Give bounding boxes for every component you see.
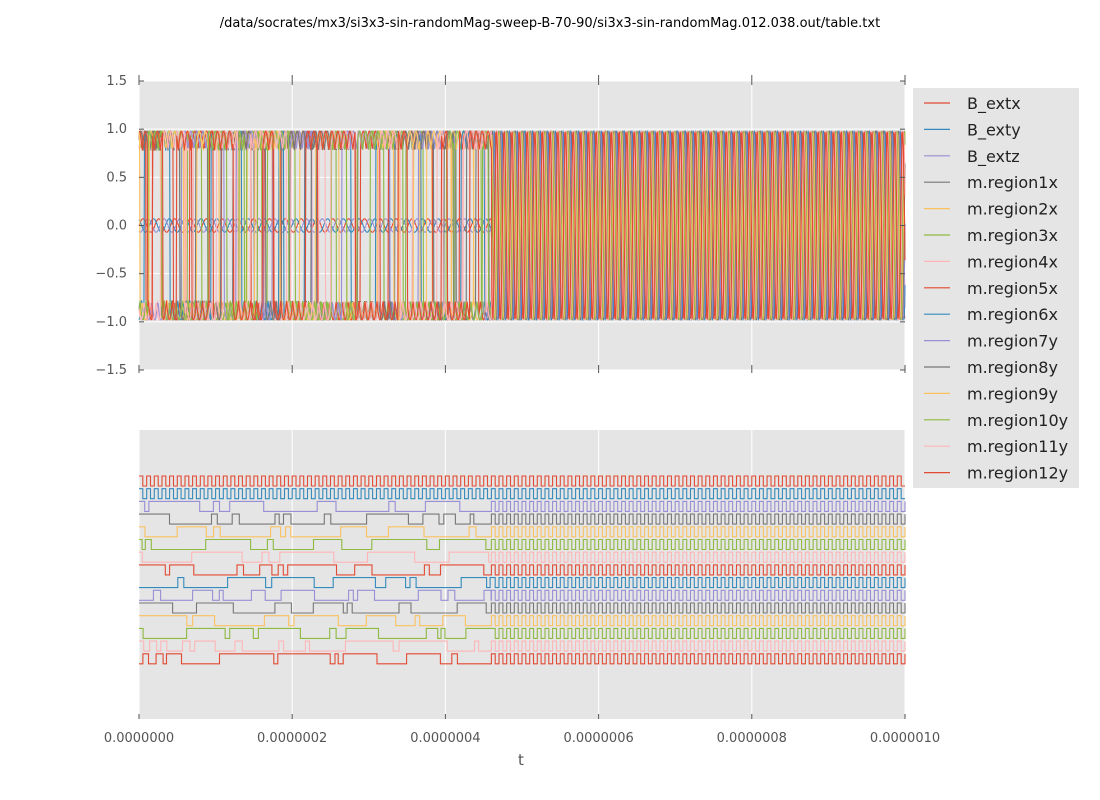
- bottom-trace-m-region12y: [139, 653, 906, 665]
- bottom-x-tick-label: 0.0000008: [717, 731, 787, 746]
- bottom-trace-m-region9y: [139, 615, 906, 627]
- bottom-x-ticks: 0.0000000 0.0000002 0.0000004 0.0000006 0.00…: [104, 714, 940, 746]
- legend-label-b-extx: B_extx: [967, 94, 1021, 114]
- top-panel: 1.5 1.0 0.5 0.0 −0.5 −1.0 −1.5: [95, 74, 906, 378]
- top-y-tick-label: 1.0: [106, 122, 127, 137]
- legend-label-m-region12y: m.region12y: [967, 464, 1068, 483]
- bottom-plot-lines: [139, 475, 906, 665]
- legend-label-m-region10y: m.region10y: [967, 411, 1068, 430]
- x-axis-label: t: [518, 751, 524, 769]
- bottom-x-tick-label: 0.0000006: [563, 731, 633, 746]
- bottom-panel: 0.0000000 0.0000002 0.0000004 0.0000006 0.00…: [104, 430, 940, 769]
- top-y-tick-label: −0.5: [95, 267, 127, 282]
- legend-label-b-exty: B_exty: [967, 120, 1021, 140]
- figure-title: /data/socrates/mx3/si3x3-sin-randomMag-s…: [220, 16, 880, 31]
- top-y-tick-label: 0.0: [106, 219, 127, 234]
- legend-label-m-region5x: m.region5x: [967, 279, 1058, 298]
- legend-label-m-region7y: m.region7y: [967, 332, 1058, 351]
- top-y-tick-label: −1.0: [95, 315, 127, 330]
- bottom-trace-m-region10y: [139, 627, 906, 639]
- bottom-trace-m-region11y: [139, 640, 906, 652]
- top-x-ticks: [138, 75, 906, 373]
- bottom-trace-m-region2x: [139, 526, 906, 538]
- bottom-trace-m-region1x: [139, 513, 906, 525]
- legend-label-m-region11y: m.region11y: [967, 437, 1068, 456]
- legend-label-m-region4x: m.region4x: [967, 252, 1058, 271]
- bottom-trace-b-extz: [139, 500, 906, 512]
- bottom-x-tick-label: 0.0000002: [257, 731, 327, 746]
- legend-label-m-region6x: m.region6x: [967, 305, 1058, 324]
- top-y-tick-label: 0.5: [106, 170, 127, 185]
- bottom-trace-m-region6x: [139, 577, 906, 589]
- top-y-tick-label: −1.5: [95, 363, 127, 378]
- legend-label-m-region8y: m.region8y: [967, 358, 1058, 377]
- legend-entries: B_extx B_exty B_extz m.region1x m.region2x m.…: [924, 94, 1068, 483]
- top-plot-lines: [138, 130, 906, 321]
- legend-label-m-region3x: m.region3x: [967, 226, 1058, 245]
- bottom-trace-m-region8y: [139, 602, 906, 614]
- top-y-tick-label: 1.5: [106, 74, 127, 89]
- bottom-x-tick-label: 0.0000000: [104, 731, 174, 746]
- legend: B_extx B_exty B_extz m.region1x m.region2x m.…: [913, 88, 1079, 488]
- bottom-trace-m-region5x: [139, 564, 906, 576]
- bottom-trace-m-region4x: [139, 551, 906, 563]
- legend-label-b-extz: B_extz: [967, 147, 1020, 167]
- bottom-trace-b-exty: [139, 488, 905, 500]
- bottom-x-tick-label: 0.0000004: [410, 731, 480, 746]
- legend-label-m-region2x: m.region2x: [967, 200, 1058, 219]
- legend-label-m-region9y: m.region9y: [967, 384, 1058, 403]
- bottom-trace-m-region3x: [139, 538, 906, 551]
- top-series-m-region12y: [138, 130, 906, 321]
- bottom-trace-b-extx: [139, 475, 905, 487]
- legend-label-m-region1x: m.region1x: [967, 173, 1058, 192]
- bottom-trace-m-region7y: [139, 589, 906, 601]
- bottom-x-tick-label: 0.0000010: [870, 731, 940, 746]
- top-y-ticks: 1.5 1.0 0.5 0.0 −0.5 −1.0 −1.5: [95, 74, 905, 378]
